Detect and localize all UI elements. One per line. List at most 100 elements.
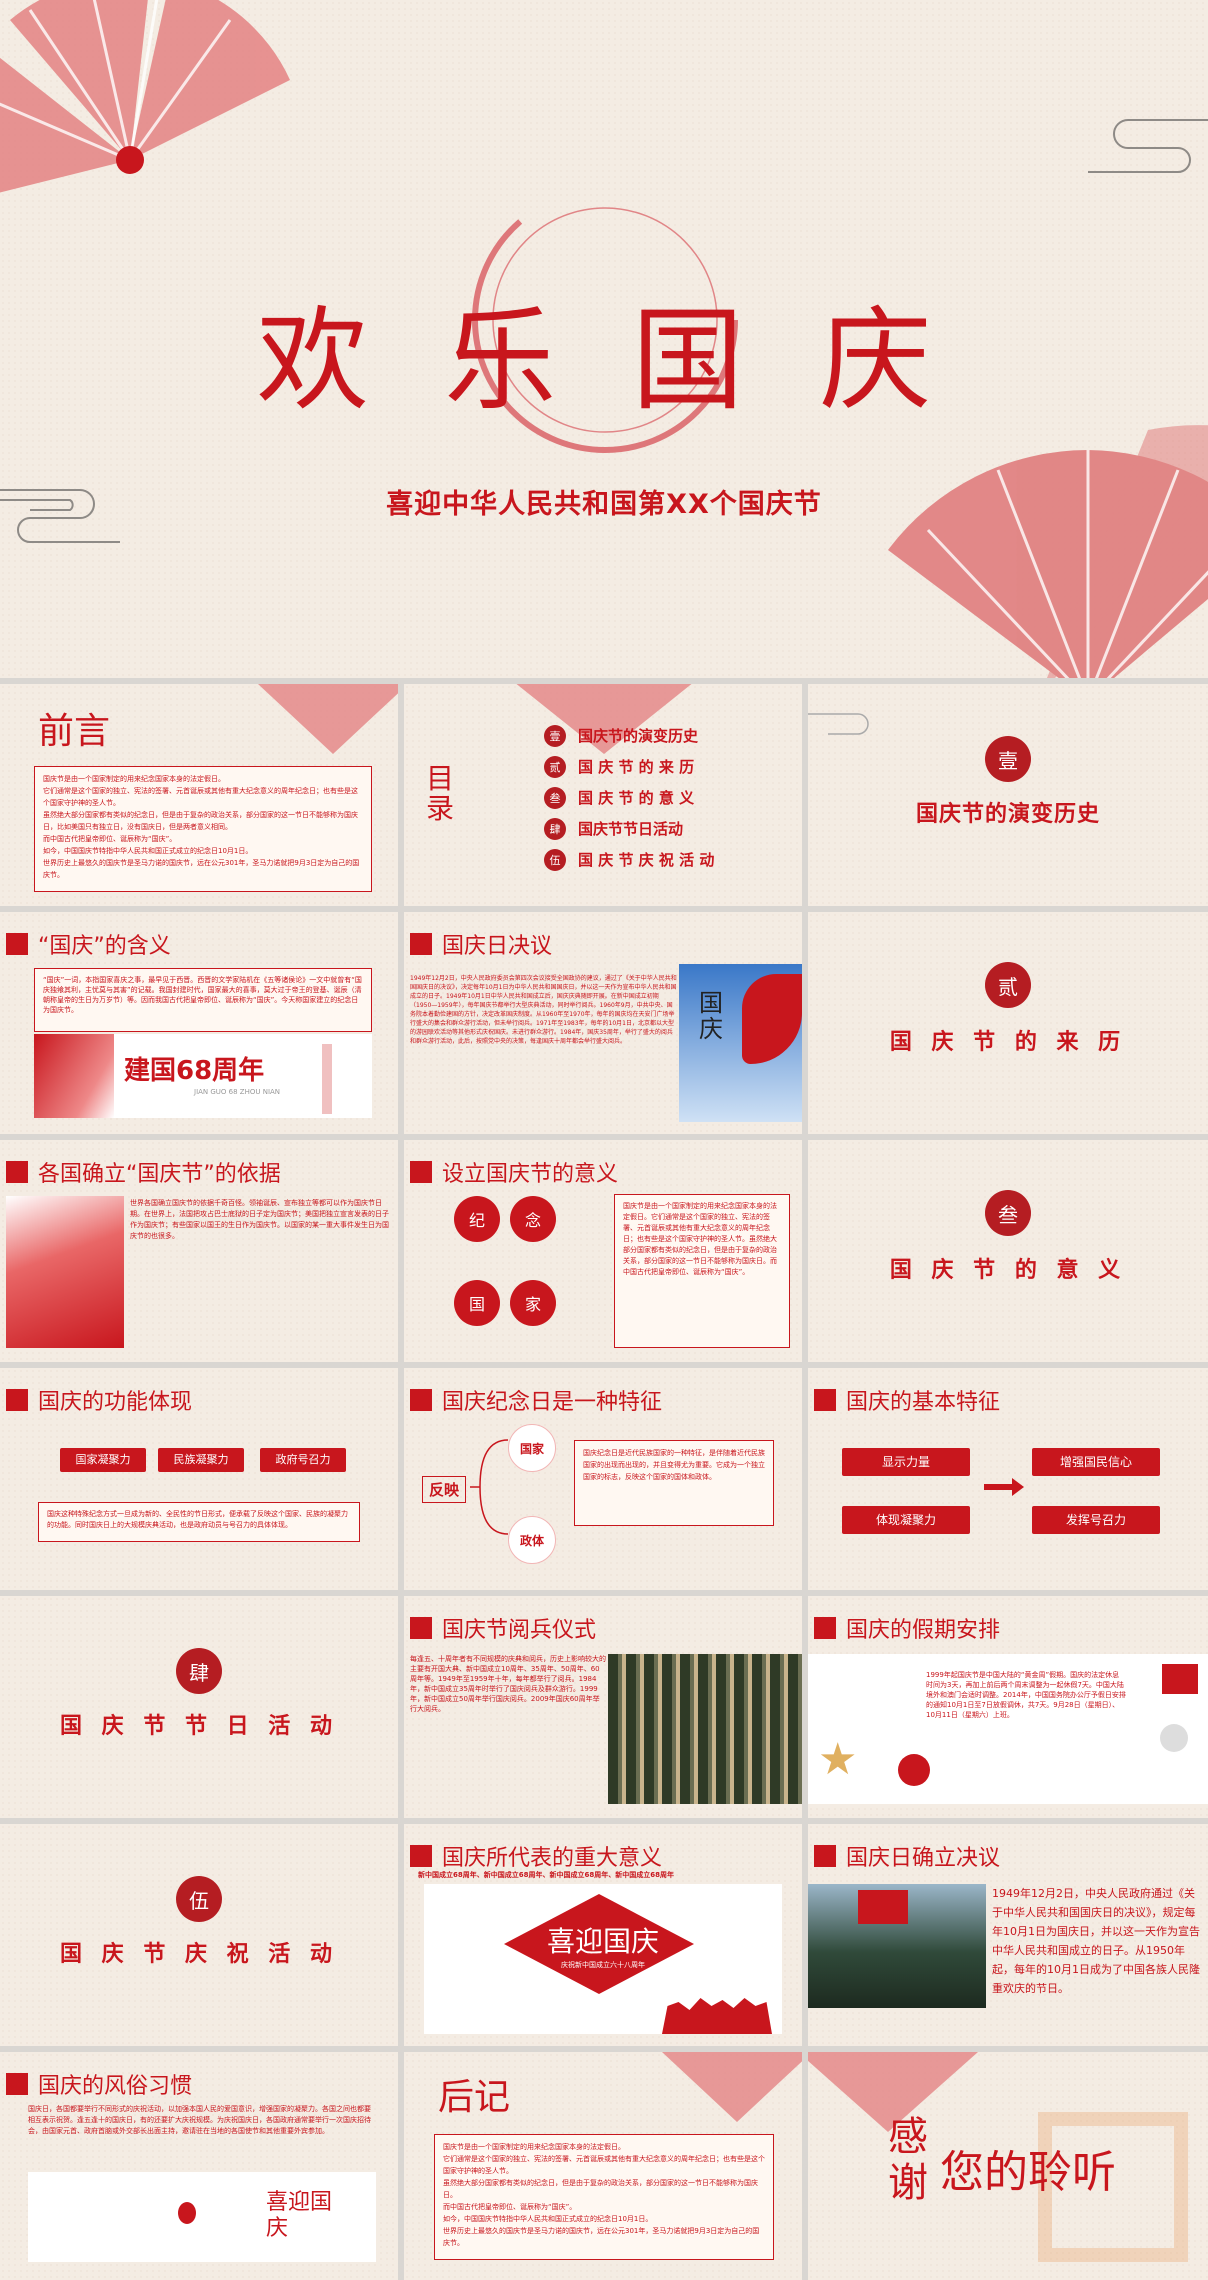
slide-title: 国庆的基本特征 bbox=[846, 1390, 1001, 1415]
cloud-lines-left bbox=[0, 489, 120, 543]
foreword-line: 而中国古代把皇帝即位、诞辰称为“国庆”。 bbox=[43, 835, 177, 843]
flag-ribbon-icon bbox=[742, 974, 802, 1064]
flag-image bbox=[6, 1196, 124, 1348]
slide-holiday[interactable]: 国庆的假期安排 ★ 1999年起国庆节是中国大陆的“黄金周”假期。国庆的法定休息… bbox=[808, 1596, 1208, 1818]
char-circle: 国 bbox=[454, 1280, 500, 1326]
slide-header: “国庆”的含义 bbox=[6, 928, 171, 960]
slide-title: 前言 bbox=[38, 711, 111, 752]
slide-title: 国庆的风俗习惯 bbox=[38, 2074, 193, 2099]
slide-decision[interactable]: 国庆日确立决议 1949年12月2日，中央人民政府通过《关于中华人民共和国国庆日… bbox=[808, 1824, 1208, 2046]
represent-banner: 喜迎国庆 庆祝新中国成立六十八周年 bbox=[424, 1884, 782, 2034]
slide-function[interactable]: 国庆的功能体现 国家凝聚力 民族凝聚力 政府号召力 国庆这种特殊纪念方式一旦成为… bbox=[0, 1368, 398, 1590]
toc-item[interactable]: 壹 国庆节的演变历史 bbox=[544, 720, 714, 751]
resolution-text: 1949年12月2日，中央人民政府委员会第四次会议接受全国政协的建议，通过了《关… bbox=[410, 975, 677, 1045]
section-seal: 贰 bbox=[985, 962, 1031, 1008]
slide-section-4[interactable]: 肆 国 庆 节 节 日 活 动 bbox=[0, 1596, 398, 1818]
toc-label: 国 庆 节 的 来 历 bbox=[578, 758, 695, 776]
section-seal: 壹 bbox=[985, 736, 1031, 782]
meaning-text-box: “国庆”一词，本指国家喜庆之事，最早见于西晋。西晋的文学家陆机在《五等诸侯论》一… bbox=[34, 968, 372, 1032]
afterword-line: 虽然绝大部分国家都有类似的纪念日，但是由于复杂的政治关系，部分国家的这一节日不能… bbox=[443, 2179, 758, 2199]
toc-item[interactable]: 叁 国 庆 节 的 意 义 bbox=[544, 782, 714, 813]
afterword-line: 世界历史上最悠久的国庆节是圣马力诺的国庆节，远在公元301年，圣马力诺就把9月3… bbox=[443, 2227, 760, 2247]
char-circle: 念 bbox=[510, 1196, 556, 1242]
image-title: 国庆 bbox=[699, 989, 723, 1043]
foreword-line: 虽然绝大部分国家都有类似的纪念日，但是由于复杂的政治关系，部分国家的这一节日不能… bbox=[43, 811, 358, 831]
slide-afterword[interactable]: 后记 国庆节是由一个国家制定的用来纪念国家本身的法定假日。 它们通常是这个国家的… bbox=[404, 2052, 802, 2280]
customs-image: 喜迎国庆 bbox=[28, 2172, 376, 2262]
slide-thanks[interactable]: 感谢 您的聆听 bbox=[808, 2052, 1208, 2280]
slide-resolution[interactable]: 国庆日决议 1949年12月2日，中央人民政府委员会第四次会议接受全国政协的建议… bbox=[404, 912, 802, 1134]
fan-decoration-bottom-right bbox=[888, 425, 1208, 678]
function-pill: 政府号召力 bbox=[260, 1448, 346, 1472]
cover-slide[interactable]: 欢 乐 国 庆 喜迎中华人民共和国第XX个国庆节 bbox=[0, 0, 1208, 678]
toc-title: 目录 bbox=[426, 762, 455, 825]
basic-right-pill: 发挥号召力 bbox=[1032, 1506, 1160, 1534]
toc-item[interactable]: 贰 国 庆 节 的 来 历 bbox=[544, 751, 714, 782]
cloud-lines bbox=[808, 713, 869, 735]
slide-basic[interactable]: 国庆的基本特征 显示力量 体现凝聚力 增强国民信心 发挥号召力 bbox=[808, 1368, 1208, 1590]
foreword-line: 如今，中国国庆节特指中华人民共和国正式成立的纪念日10月1日。 bbox=[43, 847, 253, 855]
fan-decoration bbox=[258, 684, 398, 754]
slide-header: 国庆日决议 bbox=[410, 928, 552, 960]
slide-parade[interactable]: 国庆节阅兵仪式 每逢五、十周年者有不同规模的庆典和阅兵，历史上影响较大的主要有开… bbox=[404, 1596, 802, 1818]
slide-feature[interactable]: 国庆纪念日是一种特征 反映 国家 政体 国庆纪念日是近代民族国家的一种特征，是伴… bbox=[404, 1368, 802, 1590]
toc-seal: 伍 bbox=[544, 848, 566, 871]
afterword-text-box: 国庆节是由一个国家制定的用来纪念国家本身的法定假日。 它们通常是这个国家的独立、… bbox=[434, 2134, 774, 2260]
gift-icon bbox=[1162, 1664, 1198, 1694]
slide-title: 设立国庆节的意义 bbox=[442, 1162, 619, 1187]
afterword-line: 如今，中国国庆节特指中华人民共和国正式成立的纪念日10月1日。 bbox=[443, 2215, 653, 2223]
slide-title: 国庆的功能体现 bbox=[38, 1390, 193, 1415]
fan-decoration bbox=[516, 684, 692, 754]
function-pill: 国家凝聚力 bbox=[60, 1448, 146, 1472]
section-title: 国 庆 节 节 日 活 动 bbox=[60, 1714, 338, 1739]
banner-title: 喜迎国庆 bbox=[546, 1925, 659, 1958]
slide-foreword[interactable]: 前言 国庆节是由一个国家制定的用来纪念国家本身的法定假日。 它们通常是这个国家的… bbox=[0, 684, 398, 906]
fan-decoration bbox=[808, 2052, 978, 2132]
thanks-right: 您的聆听 bbox=[940, 2147, 1116, 2198]
toc-label: 国庆节的演变历史 bbox=[578, 727, 699, 745]
slide-title: 各国确立“国庆节”的依据 bbox=[38, 1162, 281, 1187]
char-circle: 纪 bbox=[454, 1196, 500, 1242]
bracket-connector bbox=[470, 1439, 509, 1535]
cover-subtitle: 喜迎中华人民共和国第XX个国庆节 bbox=[386, 489, 822, 520]
slide-basis[interactable]: 各国确立“国庆节”的依据 世界各国确立国庆节的依据千奇百怪。领袖诞辰、宣布独立等… bbox=[0, 1140, 398, 1362]
foreword-line: 国庆节是由一个国家制定的用来纪念国家本身的法定假日。 bbox=[43, 775, 225, 783]
banner-sub: 庆祝新中国成立六十八周年 bbox=[561, 1961, 645, 1969]
slide-header: 设立国庆节的意义 bbox=[410, 1156, 618, 1188]
feature-text: 国庆纪念日是近代民族国家的一种特征，是伴随着近代民族国家的出现而出现的，并且变得… bbox=[583, 1449, 765, 1481]
slide-title: 国庆日决议 bbox=[442, 934, 553, 959]
slide-title: “国庆”的含义 bbox=[38, 934, 171, 959]
cloud-lines-right bbox=[1088, 119, 1208, 173]
customs-text: 国庆日，各国都要举行不同形式的庆祝活动，以加强本国人民的爱国意识，增强国家的凝聚… bbox=[28, 2105, 371, 2135]
basic-left-pill: 体现凝聚力 bbox=[842, 1506, 970, 1534]
art-title: 喜迎国庆 bbox=[266, 2190, 333, 2241]
reflect-label: 反映 bbox=[422, 1476, 467, 1503]
significance-text: 国庆节是由一个国家制定的用来纪念国家本身的法定假日。它们通常是这个国家的独立、宪… bbox=[623, 1202, 777, 1276]
slide-significance[interactable]: 设立国庆节的意义 纪 念 国 家 国庆节是由一个国家制定的用来纪念国家本身的法定… bbox=[404, 1140, 802, 1362]
slide-section-3[interactable]: 叁 国 庆 节 的 意 义 bbox=[808, 1140, 1208, 1362]
slide-section-2[interactable]: 贰 国 庆 节 的 来 历 bbox=[808, 912, 1208, 1134]
foreword-text-box: 国庆节是由一个国家制定的用来纪念国家本身的法定假日。 它们通常是这个国家的独立、… bbox=[34, 766, 372, 892]
feature-text-box: 国庆纪念日是近代民族国家的一种特征，是伴随着近代民族国家的出现而出现的，并且变得… bbox=[574, 1440, 774, 1526]
slide-title: 国庆纪念日是一种特征 bbox=[442, 1390, 663, 1415]
basic-right-pill: 增强国民信心 bbox=[1032, 1448, 1160, 1476]
slide-toc[interactable]: 目录 壹 国庆节的演变历史 贰 国 庆 节 的 来 历 叁 国 庆 节 的 意 … bbox=[404, 684, 802, 906]
slide-section-1[interactable]: 壹 国庆节的演变历史 bbox=[808, 684, 1208, 906]
slide-header: 国庆的功能体现 bbox=[6, 1384, 192, 1416]
toc-item[interactable]: 伍 国 庆 节 庆 祝 活 动 bbox=[544, 844, 714, 875]
foreword-line: 它们通常是这个国家的独立、宪法的签署、元首诞辰或其他有重大纪念意义的周年纪念日；… bbox=[43, 787, 358, 807]
toc-item[interactable]: 肆 国庆节节日活动 bbox=[544, 813, 714, 844]
function-text: 国庆这种特殊纪念方式一旦成为新的、全民性的节日形式，便承载了反映这个国家、民族的… bbox=[47, 1510, 348, 1529]
slide-header: 国庆日确立决议 bbox=[814, 1840, 1000, 1872]
slide-represent[interactable]: 国庆所代表的重大意义 新中国成立68周年、新中国成立68周年、新中国成立68周年… bbox=[404, 1824, 802, 2046]
node-circle: 国家 bbox=[508, 1424, 556, 1472]
slide-section-5[interactable]: 伍 国 庆 节 庆 祝 活 动 bbox=[0, 1824, 398, 2046]
basic-left-pill: 显示力量 bbox=[842, 1448, 970, 1476]
slide-customs[interactable]: 国庆的风俗习惯 国庆日，各国都要举行不同形式的庆祝活动，以加强本国人民的爱国意识… bbox=[0, 2052, 398, 2280]
toc-label: 国 庆 节 庆 祝 活 动 bbox=[578, 851, 715, 869]
slide-meaning[interactable]: “国庆”的含义 “国庆”一词，本指国家喜庆之事，最早见于西晋。西晋的文学家陆机在… bbox=[0, 912, 398, 1134]
cover-title: 欢 乐 国 庆 bbox=[256, 296, 952, 426]
slide-title: 国庆节阅兵仪式 bbox=[442, 1618, 597, 1643]
saluting-soldiers-icon bbox=[662, 1998, 772, 2034]
foreword-line: 世界历史上最悠久的国庆节是圣马力诺的国庆节，远在公元301年，圣马力诺就把9月3… bbox=[43, 859, 360, 879]
